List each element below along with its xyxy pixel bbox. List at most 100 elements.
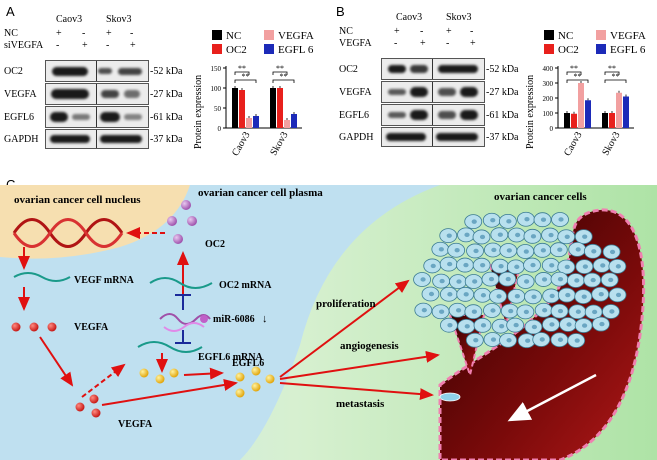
chart-b-ylabel: Protein expression: [525, 75, 536, 149]
tumor-cell-nucleus: [582, 323, 588, 328]
chart-b-bar: [616, 92, 622, 128]
tumor-cell-nucleus: [446, 233, 452, 238]
chart-b-legend-swatch: [544, 30, 554, 40]
tumor-cell-nucleus: [428, 291, 435, 297]
angiogenesis-label: angiogenesis: [340, 340, 399, 352]
blot-a-mark: +: [106, 28, 112, 39]
egfl6-label: EGFL6: [232, 358, 264, 369]
blot-a-protein-oc2: OC2: [4, 66, 23, 77]
blot-b-mark: +: [394, 26, 400, 37]
blot-a-mark: +: [56, 28, 62, 39]
blot-b-mark: -: [420, 26, 424, 37]
chart-a-legend-label: NC: [226, 30, 241, 42]
tumor-cell-nucleus: [491, 247, 497, 253]
chart-a-bar: [270, 88, 276, 128]
tumor-cell-nucleus: [464, 232, 470, 238]
blot-a-protein-vegfa: VEGFA: [4, 89, 37, 100]
chart-a-legend-swatch: [264, 44, 274, 54]
chart-b-y-tick-label: 200: [543, 95, 554, 103]
tumor-cell-nucleus: [471, 309, 477, 314]
tumor-cell-nucleus: [472, 279, 478, 284]
tumor-cell-nucleus: [514, 264, 520, 270]
panel-a-chart: Protein expression NC VEGFA OC2 EGFL 6 0 50 10…: [193, 30, 314, 158]
blot-b-mark: +: [470, 38, 476, 49]
oc2-mrna-icon: [149, 277, 213, 289]
vegf-mrna-icon: [13, 272, 71, 282]
blot-a-mark: +: [130, 40, 136, 51]
chart-a-legend-swatch: [264, 30, 274, 40]
tumor-cell-nucleus: [523, 249, 529, 254]
tumor-cell-nucleus: [591, 249, 597, 254]
chart-a-significance-mark: **: [280, 72, 288, 81]
tumor-cell-nucleus: [421, 307, 427, 313]
chart-b-significance-mark: **: [574, 72, 582, 81]
tumor-cell-nucleus: [564, 264, 570, 270]
chart-a-significance-bracket: [272, 71, 288, 75]
blot-b-oc2-strip: [381, 58, 485, 80]
blot-b-kda-oc2: -52 kDa: [486, 64, 519, 75]
tumor-cell-nucleus: [480, 262, 486, 268]
chart-b-significance-mark: **: [612, 72, 620, 81]
angiogenesis-arrow: [279, 350, 440, 380]
vegf-mrna-label: VEGF mRNA: [74, 275, 135, 286]
mirna-inhibit-oc2: [175, 294, 191, 310]
chart-a-category-label: Caov3: [230, 130, 253, 158]
tumor-vessel-illustration: [413, 208, 646, 460]
blot-b-kda-vegfa: -27 kDa: [486, 87, 519, 98]
chart-b-legend-swatch: [544, 44, 554, 54]
tumor-cell-nucleus: [499, 323, 505, 329]
metastasis-label: metastasis: [336, 398, 385, 410]
blot-b-condition-nc: NC: [339, 26, 353, 37]
chart-a-category-label: Skov3: [268, 130, 290, 158]
tumor-cell-nucleus: [447, 322, 453, 328]
blot-b-mark: -: [446, 38, 450, 49]
blot-b-column-skov3: Skov3: [446, 12, 472, 23]
chart-b-bar: [602, 113, 608, 128]
tumor-cell-nucleus: [582, 234, 588, 239]
chart-b-y-tick-label: 100: [543, 110, 554, 118]
blot-a-kda-gapdh: -37 kDa: [150, 134, 183, 145]
tumor-cell-nucleus: [566, 322, 572, 327]
tumor-cell-nucleus: [540, 248, 546, 253]
cells-label: ovarian cancer cells: [494, 191, 587, 203]
tumor-cell-nucleus: [463, 262, 469, 268]
tumor-cell-nucleus: [548, 232, 554, 238]
tumor-cell-nucleus: [496, 294, 502, 299]
blot-a-mark: -: [56, 40, 60, 51]
tumor-cell-nucleus: [447, 261, 453, 267]
chart-b-category-label: Caov3: [562, 130, 585, 158]
tumor-cell-nucleus: [549, 293, 555, 299]
blot-b-gapdh-strip: [381, 127, 485, 147]
chart-b-bar: [578, 83, 584, 128]
vegfa-to-egfl6-dashed-arrow: [81, 363, 126, 398]
mirna-label: miR-6086: [213, 314, 255, 325]
tumor-cell-nucleus: [488, 276, 495, 282]
chart-b-category-label: Skov3: [600, 130, 622, 158]
blot-a-column-caov3: Caov3: [56, 14, 83, 25]
tumor-cell-nucleus: [480, 293, 487, 298]
vegfa-to-target-arrow: [101, 379, 238, 406]
chart-b-y-tick-label: 0: [550, 125, 554, 133]
chart-b-significance-mark: **: [608, 64, 616, 73]
blot-b-egfl6-strip: [381, 104, 485, 126]
chart-b-legend-swatch: [596, 30, 606, 40]
blot-a-column-skov3: Skov3: [106, 14, 132, 25]
tumor-cell-nucleus: [557, 276, 564, 282]
chart-a-significance-bracket: [234, 79, 257, 83]
tumor-cell-nucleus: [473, 248, 479, 254]
tumor-cell-nucleus: [514, 294, 520, 299]
tumor-cell-nucleus: [464, 324, 470, 329]
blot-b-mark: +: [420, 38, 426, 49]
chart-a-bar: [253, 116, 259, 128]
chart-b-significance-bracket: [604, 79, 627, 83]
tumor-cell-nucleus: [564, 234, 570, 239]
vegfa-secreted-icon: [75, 394, 101, 418]
tumor-cell-nucleus: [615, 264, 621, 269]
nucleus-label: ovarian cancer cell nucleus: [14, 194, 141, 206]
blot-a-mark: -: [82, 28, 86, 39]
tumor-cell-nucleus: [471, 219, 477, 224]
tumor-cell-nucleus: [524, 217, 530, 222]
egfl6-mrna-icon: [137, 341, 203, 353]
